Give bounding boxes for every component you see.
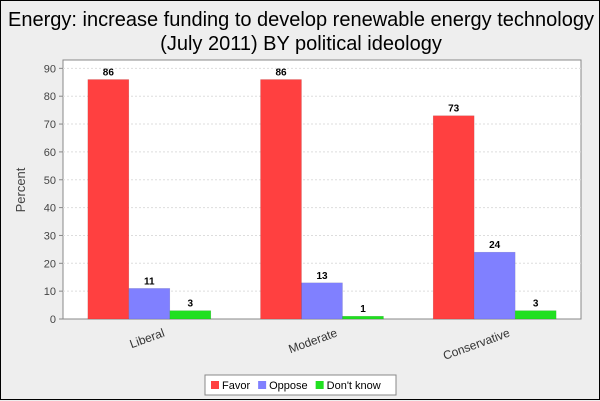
- y-axis: 0 10 20 30 40 50 60 70 80 90: [44, 63, 63, 326]
- data-label: 11: [144, 276, 155, 287]
- y-tick-label: 10: [44, 286, 56, 298]
- bar-don-t-know-conservative: [514, 310, 557, 320]
- y-tick-label: 80: [44, 91, 56, 103]
- y-tick-label: 70: [44, 119, 56, 131]
- legend-label: Don't know: [327, 380, 381, 392]
- x-tick-label: Moderate: [287, 326, 340, 357]
- data-label: 1: [360, 304, 366, 315]
- chart-title-line-1: Energy: increase funding to develop rene…: [8, 9, 594, 31]
- legend-label: Oppose: [269, 380, 308, 392]
- y-tick-label: 40: [44, 203, 56, 215]
- data-label: 3: [188, 299, 194, 310]
- legend: Favor Oppose Don't know: [211, 380, 381, 392]
- bar-oppose-liberal: [128, 288, 171, 320]
- data-labels: 86 11 3 86 13 1 73 24 3: [103, 67, 539, 315]
- bars: [87, 79, 557, 320]
- x-axis: Liberal Moderate Conservative: [128, 326, 512, 363]
- bar-favor-liberal: [87, 79, 130, 320]
- y-tick-label: 60: [44, 147, 56, 159]
- y-tick-label: 50: [44, 175, 56, 187]
- bar-oppose-moderate: [301, 282, 343, 320]
- y-tick-label: 20: [44, 258, 56, 270]
- y-tick-label: 90: [44, 63, 56, 75]
- data-label: 73: [448, 104, 460, 115]
- legend-swatch: [211, 381, 219, 389]
- legend-box: [204, 374, 397, 396]
- bar-don-t-know-moderate: [342, 315, 384, 320]
- data-label: 86: [275, 67, 287, 78]
- y-axis-label: Percent: [13, 167, 28, 212]
- bar-oppose-conservative: [473, 251, 516, 320]
- bar-favor-moderate: [260, 79, 302, 320]
- data-label: 13: [316, 271, 328, 282]
- x-tick-label: Liberal: [128, 326, 167, 351]
- bar-favor-conservative: [432, 115, 475, 320]
- data-label: 86: [103, 67, 115, 78]
- y-tick-label: 0: [50, 314, 56, 326]
- y-tick-label: 30: [44, 230, 56, 242]
- legend-swatch: [258, 381, 267, 389]
- data-label: 24: [489, 240, 501, 251]
- legend-swatch: [315, 381, 324, 389]
- chart-title-line-2: (July 2011) BY political ideology: [160, 33, 442, 55]
- bar-don-t-know-liberal: [169, 310, 212, 320]
- x-tick-label: Conservative: [441, 326, 512, 363]
- legend-label: Favor: [222, 380, 250, 392]
- data-label: 3: [533, 299, 539, 310]
